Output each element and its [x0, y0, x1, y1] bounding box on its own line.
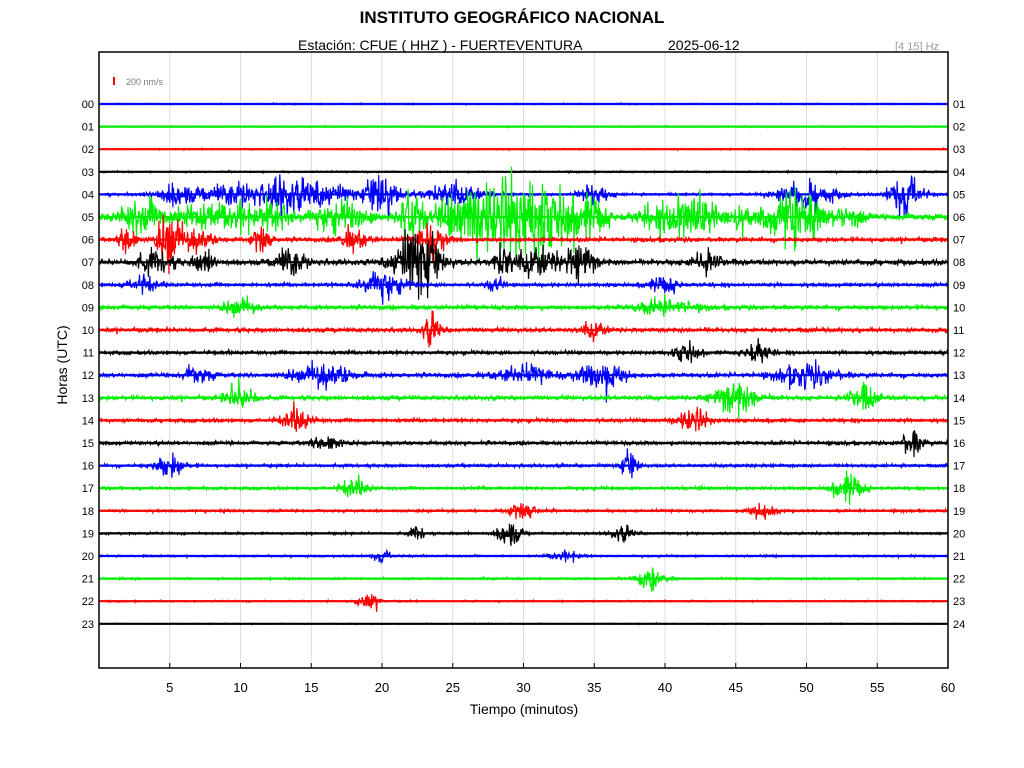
hour-label-left-14: 14 [82, 415, 94, 427]
station-label: Estación: CFUE ( HHZ ) - FUERTEVENTURA [298, 37, 583, 53]
x-tick-label-15: 15 [304, 680, 318, 695]
hour-label-left-00: 00 [82, 99, 94, 111]
hour-label-left-09: 09 [82, 302, 94, 314]
trace-hour-05 [98, 166, 949, 265]
hour-label-left-13: 13 [82, 393, 94, 405]
hour-label-left-23: 23 [82, 619, 94, 631]
x-tick-label-50: 50 [799, 680, 813, 695]
x-axis-ticks: 5 10 15 20 25 30 35 40 45 50 55 60 [166, 663, 955, 695]
x-tick-label-55: 55 [870, 680, 884, 695]
hour-label-right-15: 15 [953, 415, 965, 427]
chart-title: INSTITUTO GEOGRÁFICO NACIONAL [359, 8, 665, 27]
x-axis-label: Tiempo (minutos) [469, 701, 579, 717]
hour-label-left-08: 08 [82, 280, 94, 292]
hour-label-left-04: 04 [82, 189, 94, 201]
hour-label-left-11: 11 [83, 348, 94, 360]
hour-label-left-10: 10 [82, 325, 94, 337]
hour-label-right-24: 24 [953, 619, 965, 631]
hour-label-left-02: 02 [82, 144, 94, 156]
hour-label-right-08: 08 [953, 257, 965, 269]
x-tick-label-20: 20 [375, 680, 389, 695]
hour-label-left-07: 07 [82, 257, 94, 269]
hour-labels: 00 01 01 02 02 03 03 04 04 05 05 06 06 07 07 08 08 09 09 10… [82, 99, 966, 631]
hour-label-left-20: 20 [82, 551, 94, 563]
hour-label-right-17: 17 [953, 461, 965, 473]
hour-label-left-19: 19 [82, 528, 94, 540]
hour-label-left-15: 15 [82, 438, 94, 450]
hour-label-right-12: 12 [953, 348, 965, 360]
hour-label-right-13: 13 [953, 370, 965, 382]
x-tick-label-5: 5 [166, 680, 173, 695]
hour-label-left-16: 16 [82, 461, 94, 473]
hour-label-right-05: 05 [953, 189, 965, 201]
hour-label-left-12: 12 [82, 370, 94, 382]
hour-label-right-06: 06 [953, 212, 965, 224]
hour-label-left-18: 18 [82, 506, 94, 518]
filter-band-label: [4 15] Hz [895, 41, 940, 53]
hour-label-right-21: 21 [953, 551, 965, 563]
hour-label-right-01: 01 [953, 99, 965, 111]
x-tick-label-60: 60 [941, 680, 955, 695]
seismic-traces [98, 101, 949, 626]
x-tick-label-45: 45 [729, 680, 743, 695]
hour-label-left-17: 17 [82, 483, 94, 495]
amplitude-scale-bar: 200 nm/s [113, 77, 164, 87]
hour-label-right-10: 10 [953, 302, 965, 314]
station-date: 2025-06-12 [668, 37, 740, 53]
x-tick-label-40: 40 [658, 680, 672, 695]
hour-label-right-07: 07 [953, 235, 965, 247]
hour-label-right-11: 11 [953, 325, 964, 337]
hour-label-right-09: 09 [953, 280, 965, 292]
hour-label-right-04: 04 [953, 167, 965, 179]
x-tick-label-35: 35 [587, 680, 601, 695]
scale-bar-label: 200 nm/s [126, 77, 164, 87]
grid-lines [169, 52, 878, 668]
x-tick-label-10: 10 [233, 680, 247, 695]
hour-label-left-21: 21 [82, 574, 94, 586]
hour-label-right-14: 14 [953, 393, 965, 405]
hour-label-right-03: 03 [953, 144, 965, 156]
hour-label-left-01: 01 [82, 122, 94, 134]
hour-label-left-03: 03 [82, 167, 94, 179]
hour-label-right-16: 16 [953, 438, 965, 450]
hour-label-left-06: 06 [82, 235, 94, 247]
scale-bar-mark [113, 77, 115, 85]
x-tick-label-25: 25 [446, 680, 460, 695]
hour-label-right-19: 19 [953, 506, 965, 518]
hour-label-left-05: 05 [82, 212, 94, 224]
hour-label-right-18: 18 [953, 483, 965, 495]
hour-label-right-20: 20 [953, 528, 965, 540]
hour-label-left-22: 22 [82, 596, 94, 608]
hour-label-right-23: 23 [953, 596, 965, 608]
hour-label-right-22: 22 [953, 574, 965, 586]
x-tick-label-30: 30 [516, 680, 530, 695]
hour-label-right-02: 02 [953, 122, 965, 134]
